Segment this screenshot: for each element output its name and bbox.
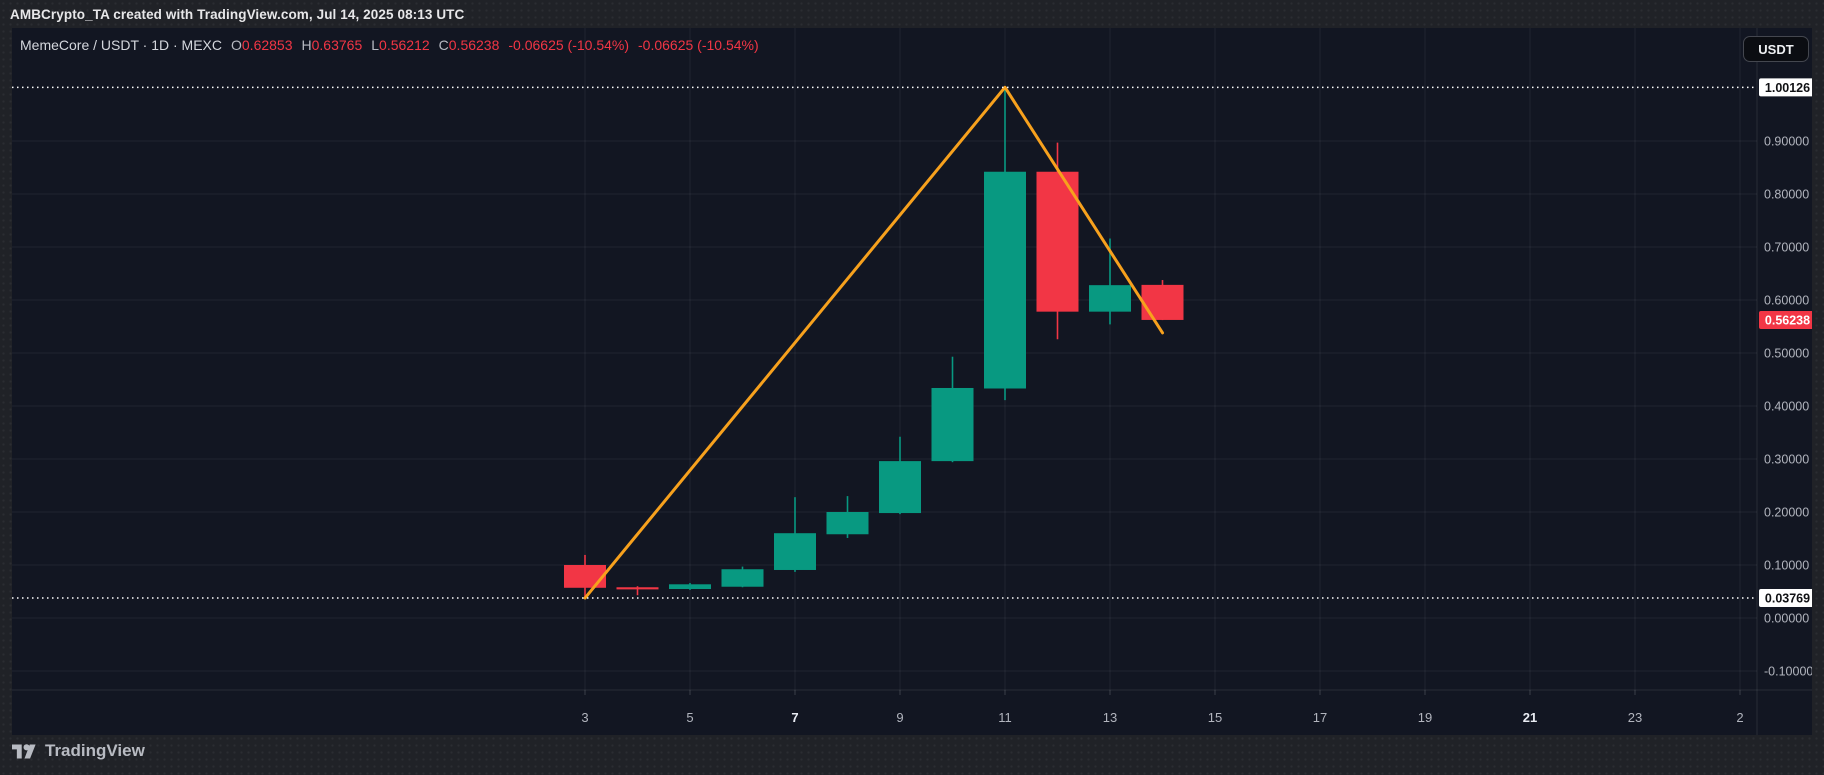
time-tick-label: 19 <box>1418 710 1432 725</box>
marker-price-label-bg <box>1759 78 1812 97</box>
last-price-label: 0.56238 <box>1765 313 1810 327</box>
candle-body <box>1036 171 1079 312</box>
time-tick-label: 2 <box>1736 710 1743 725</box>
price-tick-label: 0.10000 <box>1764 559 1809 573</box>
price-tick-label: 0.30000 <box>1764 453 1809 467</box>
price-tick-label: 0.40000 <box>1764 400 1809 414</box>
last-price-label-bg <box>1759 310 1812 329</box>
tradingview-logo-icon <box>12 743 37 760</box>
time-tick-label: 5 <box>686 710 693 725</box>
price-tick-label: 0.70000 <box>1764 241 1809 255</box>
ohlc-close: C0.56238 <box>438 37 500 53</box>
chart-panel: 0.90000 0.80000 0.70000 0.60000 0.50000 0.400… <box>12 28 1812 735</box>
candle-body <box>616 587 659 590</box>
candle-body <box>931 387 974 462</box>
price-tick-label: 0.00000 <box>1764 612 1809 626</box>
candlestick-chart: 0.90000 0.80000 0.70000 0.60000 0.50000 0.400… <box>12 28 1812 735</box>
footer-brand[interactable]: TradingView <box>12 741 145 761</box>
time-tick-label: 17 <box>1313 710 1327 725</box>
tradingview-logo-text: TradingView <box>45 741 145 760</box>
marker-price-label: 1.00126 <box>1765 81 1810 95</box>
price-tick-label: -0.10000 <box>1764 665 1812 679</box>
chart-legend: MemeCore / USDT · 1D · MEXC O0.62853 H0.… <box>20 37 759 53</box>
candle-body <box>826 512 869 535</box>
ohlc-low: L0.56212 <box>371 37 430 53</box>
candle-body <box>774 533 816 570</box>
currency-toggle-button[interactable]: USDT <box>1743 36 1809 62</box>
trendline[interactable] <box>583 85 1164 600</box>
price-tick-label: 0.60000 <box>1764 294 1809 308</box>
price-tick-label: 0.50000 <box>1764 347 1809 361</box>
marker-price-label: 0.03769 <box>1765 592 1810 606</box>
time-tick-label: 15 <box>1208 710 1222 725</box>
ohlc-open: O0.62853 <box>231 37 293 53</box>
candle-body <box>879 461 921 514</box>
candle-body <box>564 565 606 588</box>
candle-body <box>721 569 764 587</box>
price-tick-label: 0.80000 <box>1764 188 1809 202</box>
marker-price-label-bg <box>1759 589 1812 608</box>
time-tick-label: 11 <box>998 710 1012 725</box>
price-tick-label: 0.90000 <box>1764 135 1809 149</box>
ohlc-high: H0.63765 <box>301 37 363 53</box>
time-tick-label: 3 <box>581 710 588 725</box>
attribution-text: AMBCrypto_TA created with TradingView.co… <box>10 6 465 22</box>
symbol-title[interactable]: MemeCore / USDT · 1D · MEXC <box>20 37 222 53</box>
time-tick-label: 21 <box>1523 710 1537 725</box>
candle-body <box>669 584 711 590</box>
time-tick-label: 13 <box>1103 710 1117 725</box>
time-tick-label: 9 <box>896 710 903 725</box>
change-value: -0.06625 (-10.54%) <box>508 37 630 53</box>
price-tick-label: 0.20000 <box>1764 506 1809 520</box>
candle-body <box>1089 285 1131 312</box>
candle-body <box>984 171 1026 389</box>
change-value-secondary: -0.06625 (-10.54%) <box>638 37 759 53</box>
attribution-bar: AMBCrypto_TA created with TradingView.co… <box>0 0 1824 28</box>
time-tick-label: 23 <box>1628 710 1642 725</box>
time-tick-label: 7 <box>791 710 798 725</box>
candle-body <box>1141 284 1184 320</box>
